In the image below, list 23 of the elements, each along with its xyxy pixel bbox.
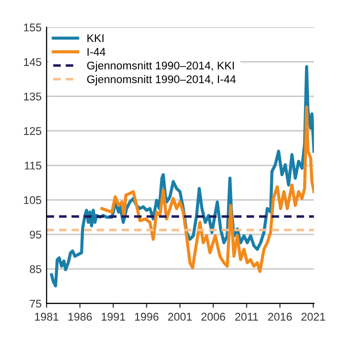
x-tick-label: 2011 xyxy=(235,312,258,321)
x-tick-label: 1981 xyxy=(35,312,58,321)
legend-label: Gjennomsnitt 1990–2014, I-44 xyxy=(87,75,236,86)
x-tick-label: 1991 xyxy=(102,312,126,321)
x-tick-label: 2006 xyxy=(201,312,226,321)
legend-label: Gjennomsnitt 1990–2014, KKI xyxy=(87,61,234,72)
x-tick-label: 2016 xyxy=(268,312,292,321)
y-tick-label: 125 xyxy=(24,127,42,135)
y-tick-label: 155 xyxy=(24,24,42,32)
y-tick-label: 135 xyxy=(24,92,42,100)
y-tick-label: 145 xyxy=(24,58,42,66)
y-tick-label: 75 xyxy=(30,300,42,308)
y-tick-label: 85 xyxy=(30,265,42,274)
y-tick-label: 95 xyxy=(30,230,42,239)
legend-label: I-44 xyxy=(88,48,106,56)
y-tick-label: 115 xyxy=(24,162,42,170)
x-tick-label: 2001 xyxy=(168,312,192,321)
x-tick-label: 1986 xyxy=(68,312,92,321)
legend-label: KKI xyxy=(87,34,104,42)
line-series xyxy=(100,106,314,273)
x-tick-label: 1996 xyxy=(135,312,158,321)
y-tick-label: 105 xyxy=(24,196,42,204)
x-tick-label: 2021 xyxy=(301,312,326,321)
